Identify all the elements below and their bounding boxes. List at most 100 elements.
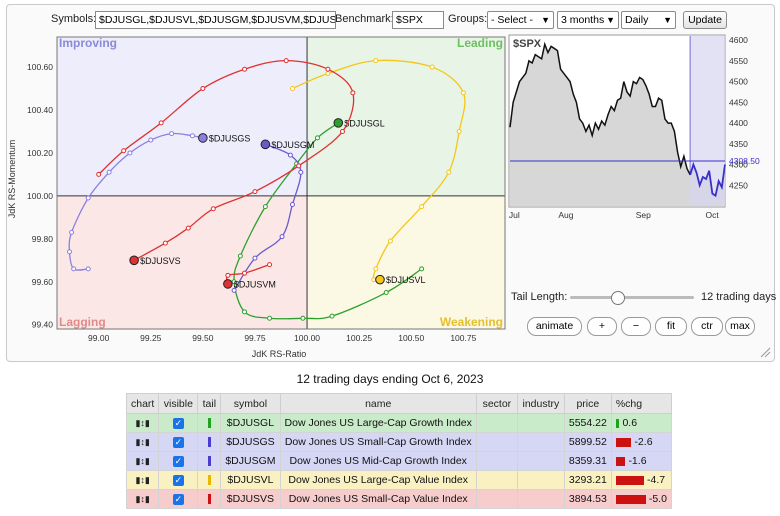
visible-checkbox[interactable]: ✓ <box>158 432 199 452</box>
symbol-cell: $DJUSGL <box>220 413 281 433</box>
col-visible[interactable]: visible <box>158 393 199 414</box>
symbols-input[interactable]: $DJUSGL,$DJUSVL,$DJUSGM,$DJUSVM,$DJUSGS,… <box>95 11 336 29</box>
series-tail-point <box>210 206 216 212</box>
visible-checkbox[interactable]: ✓ <box>158 489 199 509</box>
chart-icon[interactable]: ▮↕▮ <box>125 432 160 452</box>
chg-bar <box>615 418 620 428</box>
visible-checkbox[interactable]: ✓ <box>172 493 184 505</box>
slider-thumb[interactable] <box>611 291 626 305</box>
series-tail-point <box>329 313 335 319</box>
resize-handle-icon[interactable] <box>759 346 771 358</box>
chart-icon[interactable]: ▮↕▮ <box>125 470 160 490</box>
chg-bar <box>615 475 645 485</box>
tail-length-slider[interactable] <box>570 291 694 305</box>
col-sector[interactable]: sector <box>475 393 518 414</box>
zoom-out-button[interactable]: − <box>621 317 651 336</box>
chg-text: -5.0 <box>648 493 667 505</box>
y-tick-label: 100.60 <box>27 62 53 72</box>
chart-icon[interactable]: ▮↕▮ <box>135 437 150 447</box>
series-tail-point <box>237 253 243 259</box>
fit-button[interactable]: fit <box>655 317 687 336</box>
series-tail-point <box>242 66 248 72</box>
x-tick-label: 100.75 <box>450 333 476 343</box>
table-row[interactable]: ▮↕▮ ✓ $DJUSVS Dow Jones US Small-Cap Value … <box>125 489 672 509</box>
series-tail-point <box>185 225 191 231</box>
visible-checkbox[interactable]: ✓ <box>172 417 184 429</box>
col-name[interactable]: name <box>279 393 477 414</box>
chart-icon[interactable]: ▮↕▮ <box>125 489 160 509</box>
series-tail-point <box>85 195 91 201</box>
series-tail-point <box>158 120 164 126</box>
series-tail-point <box>85 266 91 272</box>
chart-icon[interactable]: ▮↕▮ <box>135 494 150 504</box>
symbol-cell: $DJUSVS <box>220 489 281 509</box>
chart-icon[interactable]: ▮↕▮ <box>125 451 160 471</box>
series-tail-point <box>298 169 304 175</box>
frequency-select[interactable]: Daily ▼ <box>621 11 676 29</box>
chg-bar <box>615 456 626 466</box>
groups-select-value: - Select - <box>491 14 534 26</box>
table-row[interactable]: ▮↕▮ ✓ $DJUSVL Dow Jones US Large-Cap Value … <box>125 470 672 490</box>
series-head-point <box>260 139 271 150</box>
chart-icon[interactable]: ▮↕▮ <box>125 413 160 433</box>
chart-icon[interactable]: ▮↕▮ <box>135 418 150 428</box>
price-area <box>510 44 725 207</box>
price-tick-label: 4300 <box>729 160 748 170</box>
col-price[interactable]: price <box>563 393 612 414</box>
period-select[interactable]: 3 months ▼ <box>557 11 619 29</box>
chart-icon[interactable]: ▮↕▮ <box>135 475 150 485</box>
zoom-in-button[interactable]: + <box>587 317 617 336</box>
series-tail-point <box>71 266 77 272</box>
table-row[interactable]: ▮↕▮ ✓ $DJUSGL Dow Jones US Large-Cap Growth… <box>125 413 672 433</box>
tail-highlight <box>690 36 725 206</box>
col-symbol[interactable]: symbol <box>220 393 281 414</box>
visible-checkbox[interactable]: ✓ <box>158 470 199 490</box>
name-cell: Dow Jones US Small-Cap Value Index <box>279 489 477 509</box>
price-tick-label: 4350 <box>729 139 748 149</box>
benchmark-price-chart: $SPX 4600 4550 4500 4450 4400 4350 4300 4250 430… <box>508 34 760 220</box>
update-button[interactable]: Update <box>683 11 727 29</box>
visible-checkbox[interactable]: ✓ <box>172 436 184 448</box>
visible-checkbox[interactable]: ✓ <box>158 413 199 433</box>
col-chg[interactable]: %chg <box>610 393 672 414</box>
date-tick-label: Oct <box>705 210 719 220</box>
series-head-point <box>198 133 208 143</box>
y-tick-label: 100.40 <box>27 105 53 115</box>
visible-checkbox[interactable]: ✓ <box>172 474 184 486</box>
chg-text: -4.7 <box>647 474 666 486</box>
groups-select[interactable]: - Select - ▼ <box>487 11 554 29</box>
visible-checkbox[interactable]: ✓ <box>172 455 184 467</box>
series-tail-point <box>350 90 356 96</box>
y-tick-label: 100.00 <box>27 191 53 201</box>
col-chart[interactable]: chart <box>125 393 160 414</box>
chevron-down-icon: ▼ <box>606 15 615 25</box>
y-tick-label: 100.20 <box>27 148 53 158</box>
animate-button[interactable]: animate <box>527 317 582 336</box>
series-head-point <box>129 255 139 266</box>
x-tick-label: 99.00 <box>88 333 110 343</box>
col-tail[interactable]: tail <box>197 393 222 414</box>
sector-cell <box>475 413 518 433</box>
symbol-text: $DJUSGM <box>225 455 276 467</box>
visible-checkbox[interactable]: ✓ <box>158 451 199 471</box>
chart-icon[interactable]: ▮↕▮ <box>135 456 150 466</box>
series-label: $DJUSVM <box>234 279 276 289</box>
series-tail-point <box>339 128 345 134</box>
series-tail-point <box>200 86 206 92</box>
max-button[interactable]: max <box>725 317 755 336</box>
rrg-chart: Improving Leading Lagging Weakening 99.0… <box>7 36 506 359</box>
tail-color <box>197 470 222 490</box>
center-button[interactable]: ctr <box>691 317 723 336</box>
table-row[interactable]: ▮↕▮ ✓ $DJUSGM Dow Jones US Mid-Cap Growth I… <box>125 451 672 471</box>
name-cell: Dow Jones US Small-Cap Growth Index <box>279 432 477 452</box>
col-industry[interactable]: industry <box>516 393 565 414</box>
series-tail-point <box>162 240 168 246</box>
benchmark-input[interactable]: $SPX <box>392 11 444 29</box>
price-cell: 5899.52 <box>563 432 612 452</box>
price-text: 5554.22 <box>568 417 607 429</box>
leading-quadrant <box>307 37 505 196</box>
symbols-label: Symbols: <box>51 13 97 25</box>
sector-cell <box>475 451 518 471</box>
table-row[interactable]: ▮↕▮ ✓ $DJUSGS Dow Jones US Small-Cap Growth… <box>125 432 672 452</box>
name-text: Dow Jones US Small-Cap Value Index <box>288 493 468 505</box>
